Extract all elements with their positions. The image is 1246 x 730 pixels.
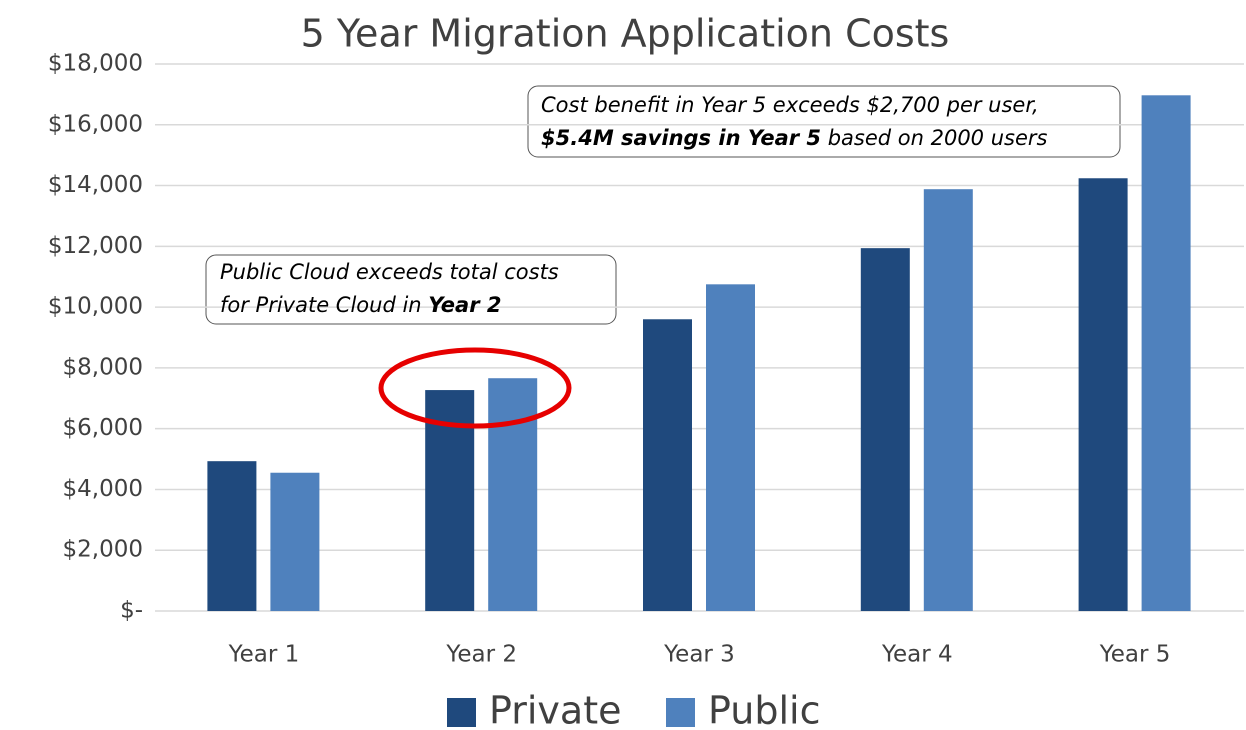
x-tick-label: Year 2 <box>445 642 517 668</box>
annotation-text: Cost benefit in Year 5 exceeds $2,700 pe… <box>541 93 1039 117</box>
y-tick-label: $14,000 <box>48 172 143 198</box>
x-tick-label: Year 1 <box>228 642 300 668</box>
legend-label: Private <box>489 689 621 730</box>
annotation-segment: based on 2000 users <box>821 126 1047 150</box>
annotation-segment: for Private Cloud in <box>220 293 428 317</box>
y-tick-label: $6,000 <box>63 415 143 441</box>
y-tick-label: $18,000 <box>48 51 143 77</box>
chart-title: 5 Year Migration Application Costs <box>301 12 950 56</box>
annotation-text: Public Cloud exceeds total costs <box>220 260 559 284</box>
bar <box>270 472 320 611</box>
bar <box>207 461 257 611</box>
y-tick-label: $2,000 <box>63 537 143 563</box>
bar <box>1078 178 1128 612</box>
y-tick-label: $16,000 <box>48 111 143 137</box>
annotation-text: for Private Cloud in Year 2 <box>220 293 502 317</box>
bar <box>923 189 973 612</box>
x-tick-label: Year 3 <box>663 642 735 668</box>
bar <box>860 248 910 611</box>
legend-label: Public <box>708 689 820 730</box>
annotation-segment: Year 2 <box>428 293 501 317</box>
annotation-segment: Public Cloud exceeds total costs <box>220 260 559 284</box>
x-tick-label: Year 4 <box>881 642 953 668</box>
y-tick-label: $8,000 <box>63 354 143 380</box>
annotation-segment: Cost benefit in Year 5 exceeds $2,700 pe… <box>541 93 1039 117</box>
y-tick-label: $- <box>120 598 143 624</box>
legend-swatch <box>447 698 476 727</box>
y-tick-label: $10,000 <box>48 294 143 320</box>
annotation-box <box>527 85 1121 158</box>
legend-swatch <box>666 698 695 727</box>
y-tick-label: $4,000 <box>63 476 143 502</box>
annotation-segment: $5.4M savings in Year 5 <box>541 126 821 150</box>
bar <box>1141 95 1191 612</box>
y-tick-label: $12,000 <box>48 233 143 259</box>
x-tick-label: Year 5 <box>1099 642 1171 668</box>
bar <box>643 319 692 611</box>
bar <box>488 378 538 611</box>
bar <box>706 284 755 611</box>
annotation-text: $5.4M savings in Year 5 based on 2000 us… <box>541 126 1048 150</box>
highlight-ring <box>378 347 572 429</box>
